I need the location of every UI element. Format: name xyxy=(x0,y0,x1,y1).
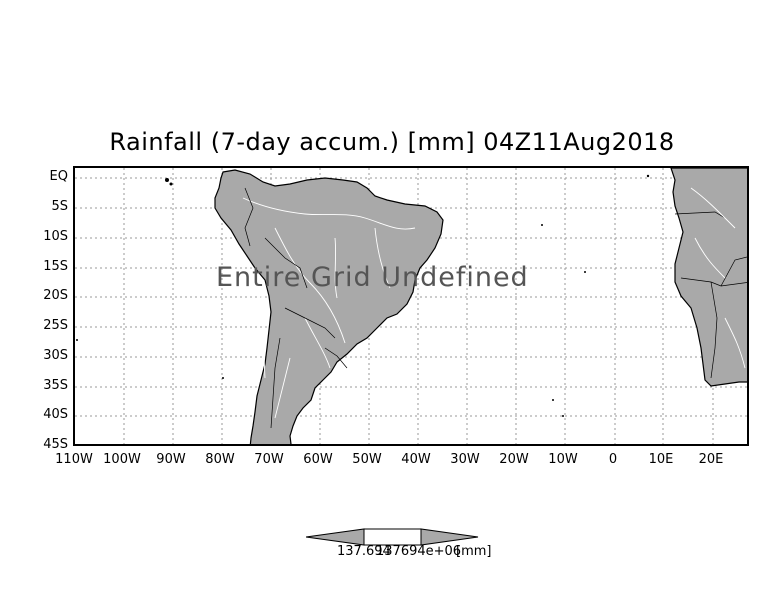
lon-label: 110W xyxy=(55,452,93,467)
africa-borders xyxy=(674,211,747,379)
lat-label: 40S xyxy=(43,407,68,422)
map-title: Rainfall (7-day accum.) [mm] 04Z11Aug201… xyxy=(109,128,675,156)
undefined-grid-message: Entire Grid Undefined xyxy=(216,262,529,293)
lon-label: 100W xyxy=(103,452,141,467)
rivers xyxy=(242,197,416,419)
africa-landmass xyxy=(670,168,747,387)
lon-label: 80W xyxy=(205,452,235,467)
map-canvas xyxy=(75,168,747,444)
colorbar-box xyxy=(363,528,422,546)
lon-label: 20E xyxy=(698,452,724,467)
colorbar xyxy=(306,528,479,546)
map-frame xyxy=(73,166,749,446)
lat-label: 15S xyxy=(43,259,68,274)
lat-label: 5S xyxy=(51,199,68,214)
lat-label: 45S xyxy=(43,437,68,452)
lon-label: 60W xyxy=(303,452,333,467)
colorbar-unit-label: [mm] xyxy=(456,544,492,559)
lat-label: 30S xyxy=(43,348,68,363)
colorbar-max-label: 137694e+06 xyxy=(376,544,462,559)
lat-label: 35S xyxy=(43,378,68,393)
lon-label: 10W xyxy=(548,452,578,467)
colorbar-left-triangle xyxy=(306,528,365,546)
lat-label: 20S xyxy=(43,288,68,303)
lon-label: 50W xyxy=(352,452,382,467)
lon-label: 10E xyxy=(648,452,674,467)
country-borders xyxy=(244,187,348,429)
lat-label: EQ xyxy=(49,169,68,184)
colorbar-right-triangle xyxy=(420,528,479,546)
lon-label: 0 xyxy=(608,452,618,467)
lon-label: 70W xyxy=(254,452,284,467)
lat-label: 25S xyxy=(43,318,68,333)
lon-label: 90W xyxy=(156,452,186,467)
africa-rivers xyxy=(690,187,746,369)
lon-label: 40W xyxy=(401,452,431,467)
lon-label: 30W xyxy=(450,452,480,467)
islands xyxy=(76,174,650,417)
colorbar-min-label: 137.694 xyxy=(337,544,391,559)
lon-label: 20W xyxy=(499,452,529,467)
lat-label: 10S xyxy=(43,229,68,244)
